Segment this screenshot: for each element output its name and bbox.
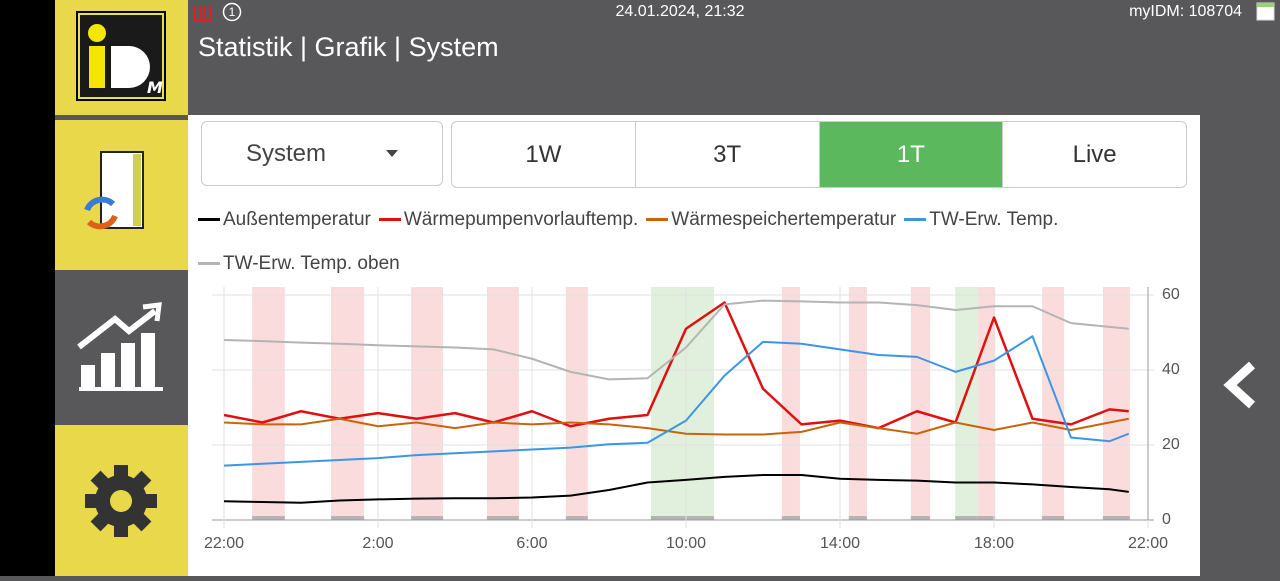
legend-item: TW-Erw. Temp. <box>904 203 1058 236</box>
left-border <box>0 0 55 576</box>
nav-house[interactable] <box>55 120 188 270</box>
legend-item: Wärmespeichertemperatur <box>646 203 896 236</box>
right-panel <box>1200 115 1280 576</box>
nav-stats[interactable] <box>55 275 188 420</box>
legend-label: TW-Erw. Temp. oben <box>223 252 400 274</box>
legend-label: Wärmespeichertemperatur <box>671 208 897 230</box>
range-tab[interactable]: 1T <box>818 122 1003 187</box>
legend-swatch <box>198 218 220 221</box>
stats-icon <box>77 302 163 391</box>
system-dropdown[interactable]: System <box>201 121 443 186</box>
legend-item: Wärmepumpenvorlauftemp. <box>378 203 639 236</box>
header-icons: 1 <box>194 2 242 22</box>
legend-label: TW-Erw. Temp. <box>929 208 1059 230</box>
back-arrow[interactable] <box>1200 115 1280 576</box>
house-icon <box>84 151 144 230</box>
logo: M <box>76 11 166 101</box>
range-tab[interactable]: Live <box>1002 122 1186 187</box>
range-tab[interactable]: 3T <box>634 122 819 187</box>
dropdown-value: System <box>245 139 326 167</box>
legend-label: Außentemperatur <box>223 208 371 230</box>
legend-label: Wärmepumpenvorlauftemp. <box>403 208 639 230</box>
legend-swatch <box>378 218 401 221</box>
device-id: myIDM: 108704 <box>1129 3 1242 20</box>
badge: 1 <box>229 5 236 19</box>
legend: Außentemperatur Wärmepumpenvorlauftemp. Wä… <box>198 203 1188 291</box>
range-tab[interactable]: 1W <box>525 140 562 168</box>
legend-swatch <box>904 218 927 221</box>
page-title: Statistik | Grafik | System <box>198 32 499 62</box>
svg-text:M: M <box>147 78 163 97</box>
range-tabs: 1W 3T 1T Live <box>451 121 1187 188</box>
caret <box>386 149 398 157</box>
legend-item: TW-Erw. Temp. oben <box>198 247 400 280</box>
nav-settings[interactable] <box>55 425 188 576</box>
datetime: 24.01.2024, 21:32 <box>615 3 745 20</box>
legend-item: Außentemperatur <box>198 203 371 236</box>
legend-swatch <box>646 218 669 221</box>
gear-icon <box>85 465 157 537</box>
logo-panel: M <box>55 0 188 115</box>
legend-swatch <box>198 262 220 265</box>
device-icon <box>1256 2 1275 21</box>
